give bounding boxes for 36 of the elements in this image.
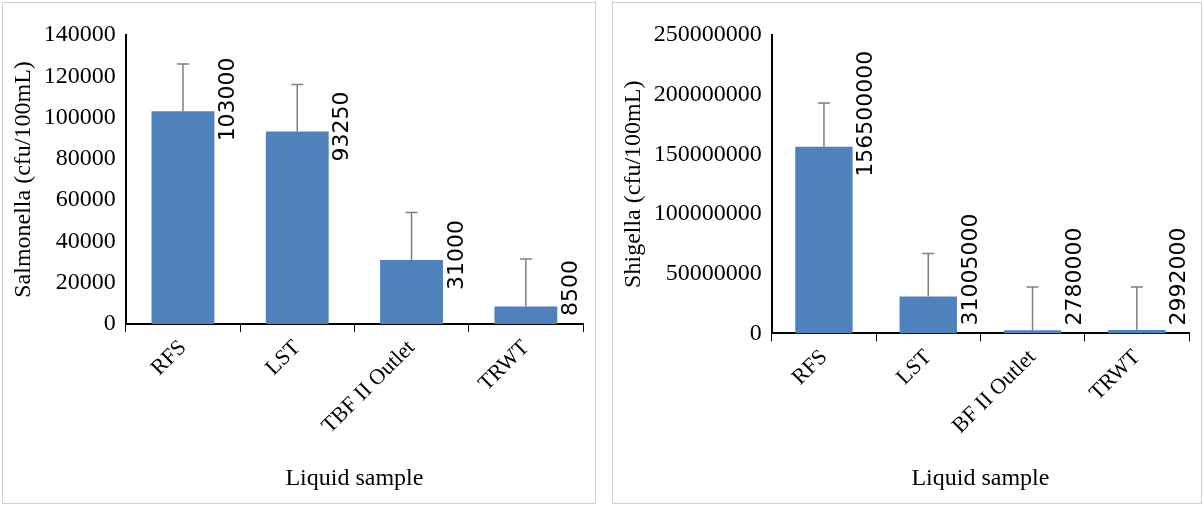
y-tick-label: 120000: [43, 61, 116, 88]
data-label: 2992000: [1165, 227, 1191, 326]
x-tick-label: RFS: [145, 334, 191, 380]
y-tick-label: 50000000: [665, 259, 762, 286]
data-label: 31000: [442, 219, 468, 290]
data-label: 8500: [557, 259, 582, 316]
data-label: 93250: [328, 91, 354, 162]
data-label: 31005000: [956, 213, 982, 326]
y-tick-label: 150000000: [653, 139, 762, 166]
y-tick-label: 100000000: [653, 199, 762, 226]
y-tick-label: 140000: [43, 20, 116, 47]
x-axis-title: Liquid sample: [285, 463, 424, 490]
y-axis-title: Shigella (cfu/100mL): [618, 80, 645, 288]
x-axis-title: Liquid sample: [911, 463, 1050, 490]
y-tick-label: 250000000: [653, 20, 762, 47]
data-label: 2780000: [1060, 227, 1086, 326]
y-tick-label: 40000: [55, 226, 116, 253]
y-axis-title: Salmonella (cfu/100mL): [8, 61, 35, 298]
data-label: 156500000: [852, 50, 878, 177]
y-tick-label: 60000: [55, 185, 116, 212]
y-tick-label: 200000000: [653, 79, 762, 106]
bar: [1003, 330, 1062, 334]
y-tick-label: 80000: [55, 144, 116, 171]
x-tick-label: LST: [890, 343, 937, 390]
bar: [265, 131, 329, 324]
y-tick-label: 100000: [43, 102, 116, 129]
y-tick-label: 0: [749, 318, 762, 345]
y-tick-label: 0: [103, 309, 116, 336]
bar: [494, 306, 558, 324]
y-tick-label: 20000: [55, 267, 116, 294]
bar: [795, 146, 853, 334]
bar: [380, 259, 443, 324]
bar: [151, 111, 215, 324]
data-label: 103000: [214, 57, 240, 142]
bar: [899, 296, 957, 334]
x-tick-label: RFS: [786, 343, 832, 390]
